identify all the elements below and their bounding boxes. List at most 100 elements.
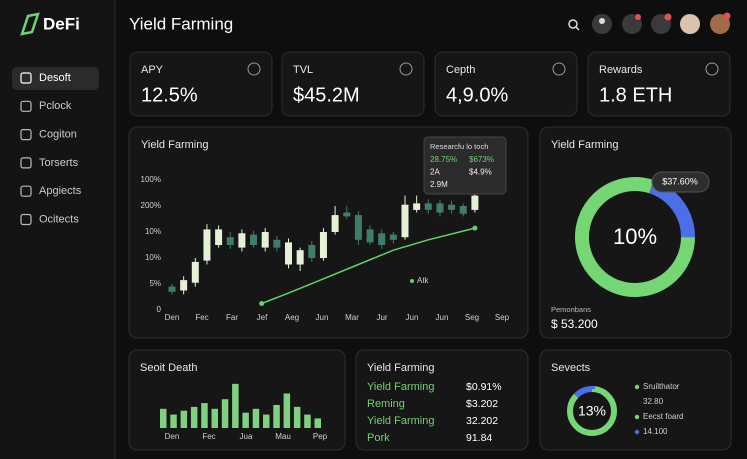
bar bbox=[304, 414, 311, 428]
info-icon[interactable] bbox=[399, 62, 413, 76]
donut-center: 13% bbox=[578, 403, 606, 419]
bar bbox=[221, 399, 229, 428]
nav-icon bbox=[20, 213, 32, 226]
nav-icon bbox=[20, 185, 32, 197]
bar bbox=[170, 414, 177, 428]
candle-body bbox=[296, 250, 304, 265]
stat-value: 12.5% bbox=[141, 84, 198, 106]
x-tick-label: Sep bbox=[495, 313, 510, 322]
info-icon[interactable] bbox=[247, 62, 261, 76]
candle-body bbox=[471, 195, 479, 210]
badge-text: $37.60% bbox=[662, 176, 698, 186]
candle-body bbox=[226, 237, 234, 245]
candle-body bbox=[238, 233, 246, 248]
stat-card bbox=[434, 51, 578, 117]
user-icon-head bbox=[599, 18, 605, 24]
x-tick-label: Jua bbox=[240, 432, 253, 441]
nav: Desoft Pclock Cogiton Torserts Apgiects Ocite… bbox=[20, 72, 82, 226]
bar bbox=[263, 414, 270, 428]
candle-body bbox=[354, 215, 362, 240]
search-icon[interactable] bbox=[568, 19, 578, 29]
candle-body bbox=[285, 242, 292, 265]
badge bbox=[651, 171, 710, 193]
badge bbox=[723, 12, 731, 20]
donut-segment bbox=[575, 177, 695, 297]
candle-body bbox=[448, 204, 456, 210]
search-icon-handle bbox=[575, 26, 580, 31]
x-tick-label: Jef bbox=[257, 313, 268, 322]
x-tick-label: Fec bbox=[202, 432, 215, 441]
nav-item[interactable]: Apgiects bbox=[39, 185, 82, 197]
stat-value: $45.2M bbox=[293, 84, 360, 106]
candle-body bbox=[413, 203, 421, 210]
row-label: Reming bbox=[367, 398, 405, 410]
x-tick-label: Den bbox=[165, 432, 180, 441]
nav-item[interactable]: Cogiton bbox=[39, 129, 77, 141]
stat-card bbox=[281, 51, 425, 117]
candle-body bbox=[191, 261, 199, 283]
stat-label: Rewards bbox=[599, 64, 643, 76]
nav-item[interactable]: Torserts bbox=[39, 157, 79, 169]
bar-chart: Den Fec Jua Mau Pep bbox=[160, 383, 328, 441]
tooltip-value: $673% bbox=[469, 155, 494, 164]
row-value: $3.202 bbox=[466, 398, 498, 410]
legend-dot bbox=[634, 384, 640, 390]
candle-body bbox=[389, 234, 397, 240]
y-tick-label: 0 bbox=[157, 305, 162, 314]
bar bbox=[232, 383, 239, 428]
bar bbox=[293, 406, 301, 428]
candle-body bbox=[261, 232, 269, 248]
nav-icon bbox=[20, 100, 32, 112]
candle-body bbox=[459, 206, 467, 214]
candle-body bbox=[203, 229, 211, 261]
candle-body bbox=[424, 203, 432, 210]
avatar[interactable] bbox=[680, 14, 700, 34]
x-tick-label: Mar bbox=[345, 313, 359, 322]
x-tick-label: Aeg bbox=[285, 313, 299, 322]
info-icon[interactable] bbox=[705, 62, 719, 76]
legend-label: Sruilthator bbox=[643, 382, 680, 391]
nav-icon bbox=[20, 129, 32, 141]
stat-label: TVL bbox=[293, 64, 313, 76]
legend-label: Atk bbox=[417, 276, 430, 285]
x-tick-label: Jun bbox=[406, 313, 419, 322]
line-dot bbox=[472, 225, 478, 231]
nav-item[interactable]: Desoft bbox=[39, 72, 71, 84]
stat-card bbox=[129, 51, 273, 117]
candle-body bbox=[436, 203, 444, 213]
tooltip-value: 2.9M bbox=[430, 180, 448, 189]
candle-body bbox=[308, 245, 316, 258]
nav-item[interactable]: Ocitects bbox=[39, 213, 79, 225]
row-label: Pork bbox=[367, 432, 390, 444]
y-tick-label: 100% bbox=[141, 175, 161, 184]
stat-value: 4,9.0% bbox=[446, 84, 508, 106]
trend-line bbox=[261, 227, 476, 305]
legend-label: Eecst foard bbox=[643, 412, 683, 421]
info-icon[interactable] bbox=[552, 62, 566, 76]
y-tick-label: 5% bbox=[149, 279, 161, 288]
legend-dot bbox=[634, 429, 640, 435]
row-value: $0.91% bbox=[466, 381, 502, 393]
x-tick-label: Jun bbox=[316, 313, 329, 322]
stat-value: 1.8 ETH bbox=[599, 84, 672, 106]
x-tick-label: Jun bbox=[436, 313, 449, 322]
card-title: Yield Farming bbox=[367, 362, 434, 374]
tooltip-value: 2A bbox=[430, 168, 440, 177]
footer-value: $ 53.200 bbox=[551, 317, 598, 331]
tooltip-value: $4.9% bbox=[469, 168, 492, 177]
stats-row: APY 12.5% TVL $45.2M Cepth 4,9.0% Rewards 1.8 E… bbox=[129, 51, 731, 117]
card-title: Sevects bbox=[551, 362, 591, 374]
stat-label: Cepth bbox=[446, 64, 475, 76]
candle-body bbox=[331, 215, 339, 232]
avatar[interactable] bbox=[710, 14, 730, 34]
nav-item[interactable]: Pclock bbox=[39, 100, 72, 112]
legend-label: 14.100 bbox=[643, 427, 668, 436]
bar bbox=[242, 412, 249, 428]
stat-label: APY bbox=[141, 64, 164, 76]
tooltip-title: Researcfu lo toch bbox=[430, 142, 488, 151]
list-card bbox=[355, 349, 529, 451]
small-donut-card bbox=[539, 349, 732, 451]
donut-segment bbox=[567, 386, 617, 436]
legend-dot bbox=[634, 414, 640, 420]
